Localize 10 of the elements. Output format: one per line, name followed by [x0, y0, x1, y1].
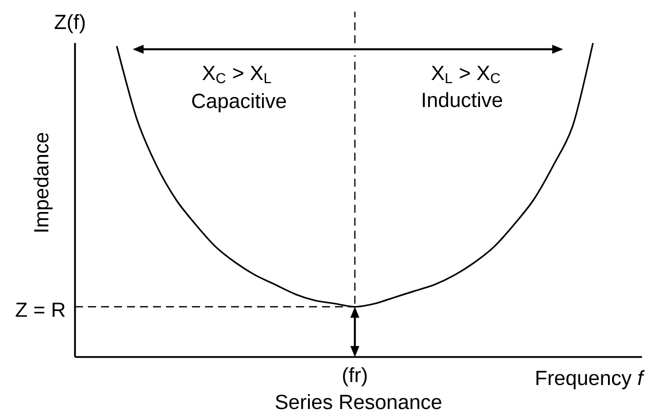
x-axis-title: Frequency f [536, 370, 645, 390]
annotation: Capacitive [192, 93, 286, 112]
annotation: X$_{C}$ > X$_{L}$ [202, 66, 272, 84]
text: Series Resonance [276, 394, 442, 410]
annotation: X$_{L}$ > X$_{C}$ [431, 66, 500, 84]
annotation: Inductive [422, 92, 502, 108]
y-axis-title: Impedance [33, 132, 53, 232]
text: Z(f) [54, 14, 85, 34]
ref-line-label: Z = R [16, 302, 65, 317]
text: (fr) [343, 367, 367, 386]
